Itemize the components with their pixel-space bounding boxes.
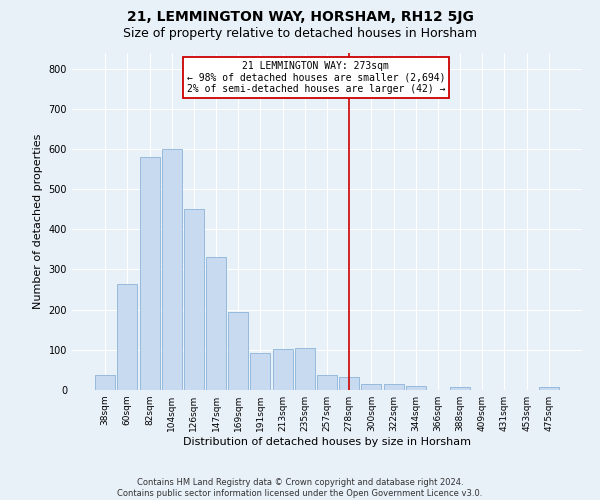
Bar xyxy=(184,209,204,390)
Text: 21 LEMMINGTON WAY: 273sqm
← 98% of detached houses are smaller (2,694)
2% of sem: 21 LEMMINGTON WAY: 273sqm ← 98% of detac… xyxy=(187,60,445,94)
Bar xyxy=(162,149,182,390)
Text: Size of property relative to detached houses in Horsham: Size of property relative to detached ho… xyxy=(123,28,477,40)
Bar xyxy=(140,157,160,390)
Y-axis label: Number of detached properties: Number of detached properties xyxy=(33,134,43,309)
Bar xyxy=(95,374,115,390)
Bar xyxy=(118,284,137,390)
Bar xyxy=(339,376,359,390)
Bar xyxy=(250,352,271,390)
Bar xyxy=(228,312,248,390)
Bar xyxy=(406,386,426,390)
Bar xyxy=(361,384,382,390)
Bar xyxy=(450,387,470,390)
X-axis label: Distribution of detached houses by size in Horsham: Distribution of detached houses by size … xyxy=(183,437,471,447)
Bar xyxy=(272,348,293,390)
Bar xyxy=(295,348,315,390)
Text: 21, LEMMINGTON WAY, HORSHAM, RH12 5JG: 21, LEMMINGTON WAY, HORSHAM, RH12 5JG xyxy=(127,10,473,24)
Bar xyxy=(383,384,404,390)
Bar xyxy=(206,258,226,390)
Bar xyxy=(539,387,559,390)
Bar xyxy=(317,374,337,390)
Text: Contains HM Land Registry data © Crown copyright and database right 2024.
Contai: Contains HM Land Registry data © Crown c… xyxy=(118,478,482,498)
